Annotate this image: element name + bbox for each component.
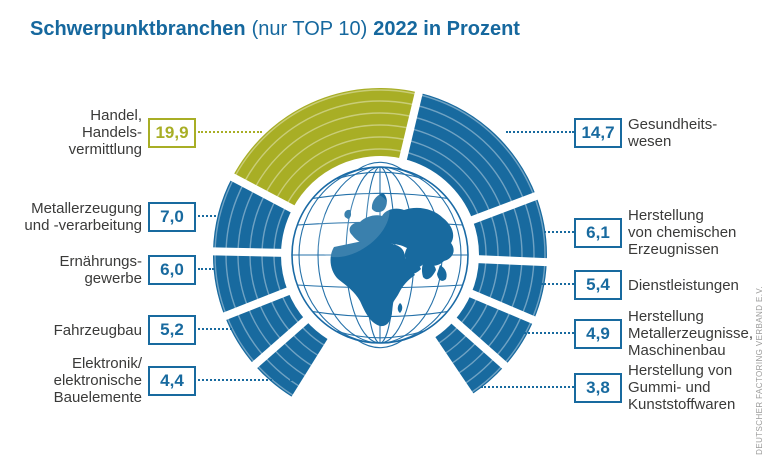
value-box: 5,2: [148, 315, 196, 345]
industry-label: Herstellung Metallerzeugnisse, Maschinen…: [628, 308, 754, 359]
segment-3,8: [435, 320, 505, 394]
continent-africa: [330, 240, 415, 327]
leader-line: [506, 131, 574, 133]
value-box: 19,9: [148, 118, 196, 148]
industry-label: Handel, Handels- vermittlung: [68, 107, 142, 158]
segment-4,4: [254, 320, 328, 397]
continent-scandinavia: [371, 193, 387, 213]
industry-label: Elektronik/ elektronische Bauelemente: [53, 355, 142, 406]
segment-5,4: [471, 259, 547, 321]
leader-line: [481, 386, 574, 388]
segment-6,0: [212, 251, 288, 317]
value-box: 14,7: [574, 118, 622, 148]
title-part-bold: Schwerpunktbranchen: [30, 18, 246, 40]
industry-label: Metallerzeugung und -verarbeitung: [24, 200, 142, 234]
industry-label: Fahrzeugbau: [53, 322, 142, 339]
title-part-bold2: 2022 in Prozent: [373, 18, 520, 40]
value-box: 4,9: [574, 319, 622, 349]
value-box: 6,0: [148, 255, 196, 285]
industry-label: Herstellung von Gummi- und Kunststoffwar…: [628, 362, 736, 413]
page-title: Schwerpunktbranchen (nur TOP 10) 2022 in…: [30, 18, 520, 41]
segment-7,0: [213, 177, 293, 253]
leader-line: [541, 283, 574, 285]
globe-shine: [314, 192, 390, 258]
fan-segments: [212, 88, 547, 397]
continent-india: [421, 259, 436, 280]
leader-line: [198, 379, 300, 381]
globe: [286, 161, 474, 349]
leader-line: [520, 332, 574, 334]
continent-se-asia: [437, 265, 447, 281]
leader-line: [198, 215, 216, 217]
continent-arabia: [403, 255, 421, 275]
segment-14,7: [403, 92, 537, 220]
leader-line: [198, 328, 232, 330]
leader-line: [198, 131, 262, 133]
leader-line: [198, 268, 214, 270]
segment-19,9: [232, 88, 419, 209]
title-part-regular: (nur TOP 10): [251, 18, 368, 40]
industry-label: Ernährungs- gewerbe: [59, 253, 142, 287]
value-box: 4,4: [148, 366, 196, 396]
continent-uk: [344, 209, 352, 219]
value-box: 5,4: [574, 270, 622, 300]
industry-label: Dienstleistungen: [628, 277, 739, 294]
continent-eurasia: [349, 207, 454, 268]
segment-4,9: [454, 293, 534, 366]
value-box: 6,1: [574, 218, 622, 248]
segment-6,1: [472, 195, 547, 263]
publisher-watermark: DEUTSCHER FACTORING VERBAND E.V.: [755, 286, 764, 455]
value-box: 7,0: [148, 202, 196, 232]
leader-line: [544, 231, 574, 233]
value-box: 3,8: [574, 373, 622, 403]
continent-madagascar: [397, 303, 403, 313]
industry-label: Herstellung von chemischen Erzeugnissen: [628, 207, 737, 258]
industry-label: Gesundheits- wesen: [628, 116, 718, 150]
